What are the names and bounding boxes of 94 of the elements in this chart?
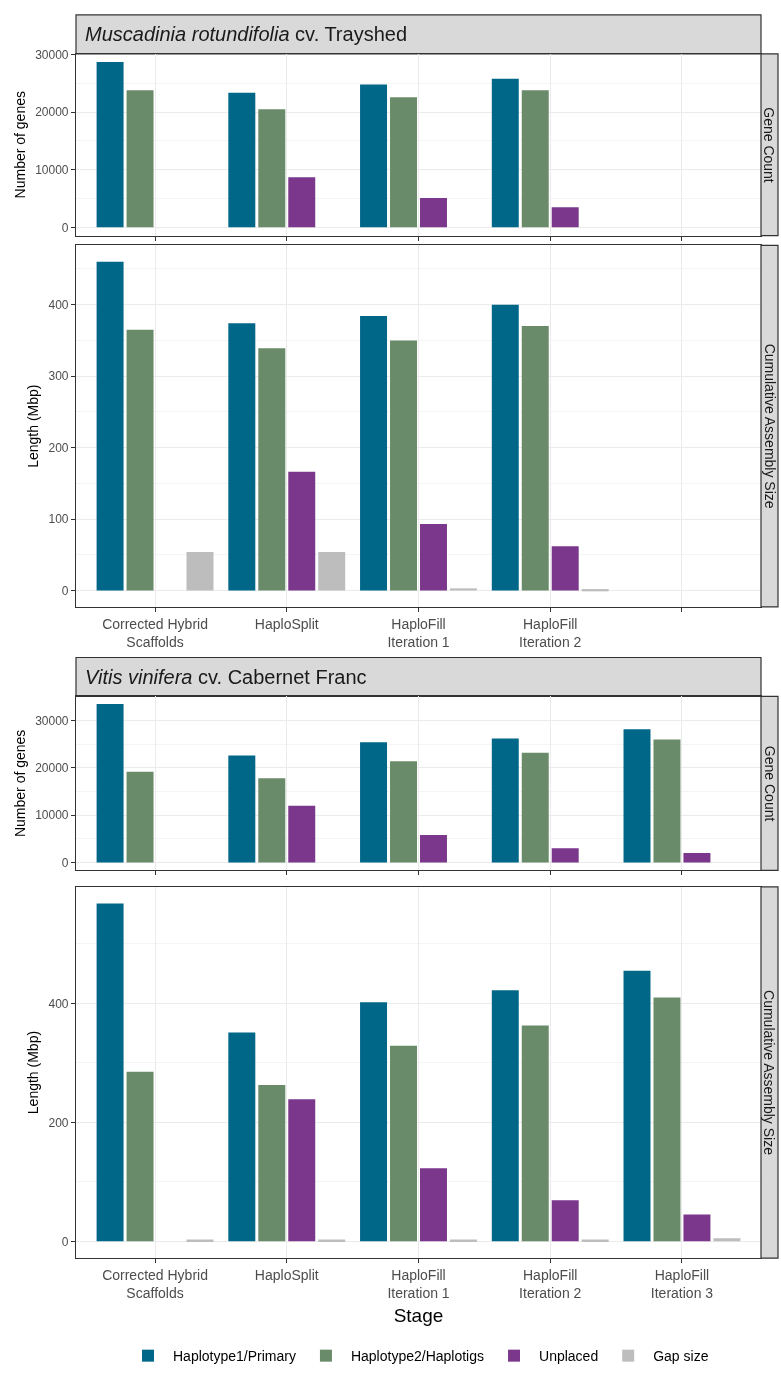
bar — [360, 84, 388, 228]
y-tick-label: 200 — [48, 440, 69, 455]
bar — [449, 588, 477, 591]
bar — [420, 197, 447, 228]
legend-label: Gap size — [653, 1348, 709, 1365]
bar — [126, 771, 154, 863]
bar — [390, 97, 417, 228]
bar — [258, 109, 286, 228]
bar — [288, 1099, 316, 1242]
bar — [420, 1168, 447, 1242]
chart-title: Vitis vinifera cv. Cabernet Franc — [85, 666, 367, 688]
y-tick-label: 10000 — [35, 808, 69, 823]
bar — [228, 323, 256, 591]
x-tick-label: Corrected Hybrid Scaffolds — [102, 1267, 208, 1302]
bar — [551, 546, 579, 591]
bar — [653, 997, 681, 1242]
bar — [360, 1002, 388, 1242]
bar — [228, 755, 256, 863]
bar — [126, 90, 154, 228]
bar — [653, 739, 681, 863]
x-tick-label: HaploFill Iteration 1 — [387, 615, 450, 651]
y-tick-label: 400 — [48, 996, 69, 1011]
text: Cumulative Assembly Size — [761, 990, 778, 1156]
bar — [96, 903, 124, 1242]
bar — [420, 835, 447, 863]
y-tick-label: 100 — [48, 512, 69, 527]
bar — [228, 1032, 256, 1242]
bar — [258, 348, 286, 591]
bar — [258, 1084, 286, 1242]
bar — [96, 704, 124, 863]
bar — [96, 62, 124, 228]
x-tick-label: HaploFill Iteration 2 — [519, 615, 582, 651]
bar — [491, 78, 519, 228]
bar — [390, 340, 417, 591]
bar — [491, 738, 519, 863]
bar — [258, 778, 286, 863]
bar — [491, 304, 519, 591]
bar — [390, 1045, 417, 1242]
bar — [551, 207, 579, 228]
bar — [623, 970, 651, 1242]
bar — [491, 990, 519, 1242]
bar — [96, 261, 124, 591]
bar — [521, 326, 549, 591]
bar — [360, 742, 388, 863]
x-tick-label: HaploSplit — [254, 615, 319, 632]
y-tick-label: 30000 — [35, 713, 69, 728]
text: Cumulative Assembly Size — [761, 343, 778, 509]
bar — [186, 551, 214, 591]
bar — [228, 92, 256, 228]
text: Gene Count — [761, 107, 778, 183]
x-tick-label: HaploSplit — [254, 1267, 319, 1284]
bar — [683, 1214, 711, 1242]
bar — [390, 761, 417, 863]
legend-label: Unplaced — [539, 1348, 599, 1365]
y-axis-title: Length (Mbp) — [25, 384, 42, 468]
y-tick-label: 400 — [48, 297, 69, 312]
y-axis-title: Number of genes — [11, 91, 28, 199]
bar — [126, 1071, 154, 1242]
y-tick-label: 0 — [61, 220, 69, 235]
x-tick-label: HaploFill Iteration 1 — [387, 1267, 450, 1302]
text: Gene Count — [761, 745, 778, 822]
bar — [521, 752, 549, 863]
y-tick-label: 0 — [61, 855, 69, 870]
bar — [126, 329, 154, 591]
bar — [521, 90, 549, 228]
y-tick-label: 20000 — [35, 761, 69, 776]
bar — [288, 805, 316, 863]
bar — [318, 551, 346, 591]
chart-title: Muscadinia rotundifolia cv. Trayshed — [85, 23, 408, 45]
bar — [288, 471, 316, 591]
bar — [683, 852, 711, 863]
y-tick-label: 30000 — [35, 47, 69, 62]
y-tick-label: 0 — [61, 1234, 69, 1249]
y-tick-label: 10000 — [35, 162, 69, 177]
bar — [713, 1238, 741, 1242]
y-tick-label: 200 — [48, 1115, 69, 1130]
bar — [360, 316, 388, 591]
bar — [551, 848, 579, 863]
bar — [420, 524, 447, 591]
bar — [551, 1200, 579, 1242]
x-tick-label: HaploFill Iteration 3 — [650, 1267, 714, 1302]
bar — [288, 177, 316, 228]
x-tick-label: Corrected Hybrid Scaffolds — [102, 615, 208, 651]
y-tick-label: 0 — [61, 583, 69, 598]
y-axis-title: Length (Mbp) — [25, 1030, 42, 1115]
x-axis-title: Stage — [393, 1305, 444, 1327]
bar — [521, 1025, 549, 1242]
y-tick-label: 300 — [48, 369, 69, 384]
x-tick-label: HaploFill Iteration 2 — [519, 1267, 582, 1302]
legend-label: Haplotype1/Primary — [173, 1348, 296, 1365]
legend-label: Haplotype2/Haplotigs — [350, 1348, 485, 1365]
bar — [623, 729, 651, 863]
y-axis-title: Number of genes — [11, 729, 28, 838]
y-tick-label: 20000 — [35, 105, 69, 120]
